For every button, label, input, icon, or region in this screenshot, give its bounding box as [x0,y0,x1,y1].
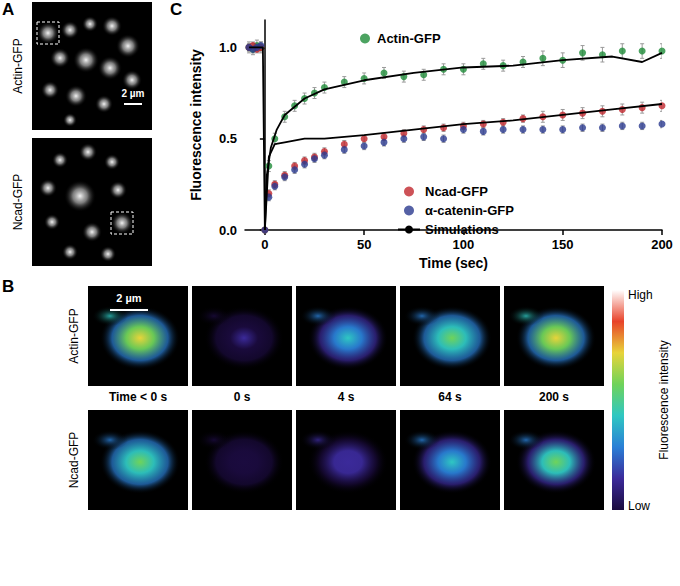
svg-text:Ncad-GFP: Ncad-GFP [425,184,488,199]
svg-text:Ncad-GFP: Ncad-GFP [67,432,81,489]
svg-text:Ncad-GFP: Ncad-GFP [11,174,25,231]
svg-text:Simulations: Simulations [425,222,499,237]
svg-text:4 s: 4 s [338,390,355,404]
svg-text:150: 150 [552,237,574,252]
svg-text:0 s: 0 s [234,390,251,404]
svg-text:0.0: 0.0 [219,223,237,238]
svg-text:64 s: 64 s [438,390,462,404]
svg-text:50: 50 [357,237,371,252]
svg-text:Fluorescence intensity: Fluorescence intensity [188,49,204,201]
svg-text:B: B [2,277,14,296]
svg-text:High: High [628,288,653,302]
svg-text:Time < 0 s: Time < 0 s [109,390,167,404]
svg-text:Actin-GFP: Actin-GFP [377,31,441,46]
svg-text:Fluorescence intensity: Fluorescence intensity [657,340,671,459]
svg-text:C: C [170,0,182,19]
svg-text:2 µm: 2 µm [122,88,145,99]
svg-text:2 µm: 2 µm [116,292,142,304]
svg-text:1.0: 1.0 [219,40,237,55]
svg-text:Low: Low [628,499,650,513]
svg-text:Actin-GFP: Actin-GFP [11,38,25,93]
svg-text:0.5: 0.5 [219,131,237,146]
svg-text:100: 100 [453,237,475,252]
svg-text:α-catenin-GFP: α-catenin-GFP [425,203,514,218]
svg-text:Time (sec): Time (sec) [419,255,488,271]
svg-text:200 s: 200 s [539,390,569,404]
svg-text:200: 200 [651,237,673,252]
svg-text:A: A [2,0,14,19]
svg-text:0: 0 [261,237,268,252]
svg-text:Actin-GFP: Actin-GFP [67,308,81,363]
